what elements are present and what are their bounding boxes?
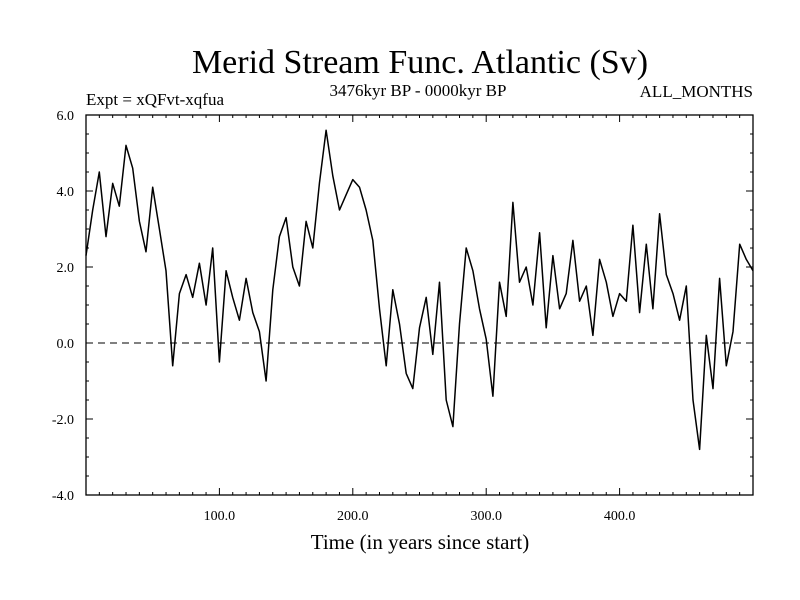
x-tick-label: 100.0 xyxy=(204,509,236,524)
x-axis: 100.0 200.0 300.0 400.0 xyxy=(98,115,741,524)
y-tick-label: 0.0 xyxy=(57,337,75,352)
y-tick-label: 2.0 xyxy=(57,261,75,276)
y-tick-label: 6.0 xyxy=(57,109,75,124)
series-line xyxy=(85,129,754,451)
time-range-label: 3476kyr BP - 0000kyr BP xyxy=(330,81,507,100)
chart-title: Merid Stream Func. Atlantic (Sv) xyxy=(192,44,648,81)
experiment-label: Expt = xQFvt-xqfua xyxy=(86,90,224,109)
y-tick-label: 4.0 xyxy=(57,185,75,200)
x-tick-label: 400.0 xyxy=(604,509,636,524)
series-group xyxy=(85,129,754,451)
y-tick-label: -4.0 xyxy=(52,489,74,504)
y-axis: -4.0 -2.0 0.0 2.0 4.0 6.0 xyxy=(52,109,753,504)
x-axis-label: Time (in years since start) xyxy=(311,530,530,554)
y-tick-label: -2.0 xyxy=(52,413,74,428)
x-tick-label: 200.0 xyxy=(337,509,369,524)
months-label: ALL_MONTHS xyxy=(640,82,753,101)
x-tick-label: 300.0 xyxy=(470,509,502,524)
